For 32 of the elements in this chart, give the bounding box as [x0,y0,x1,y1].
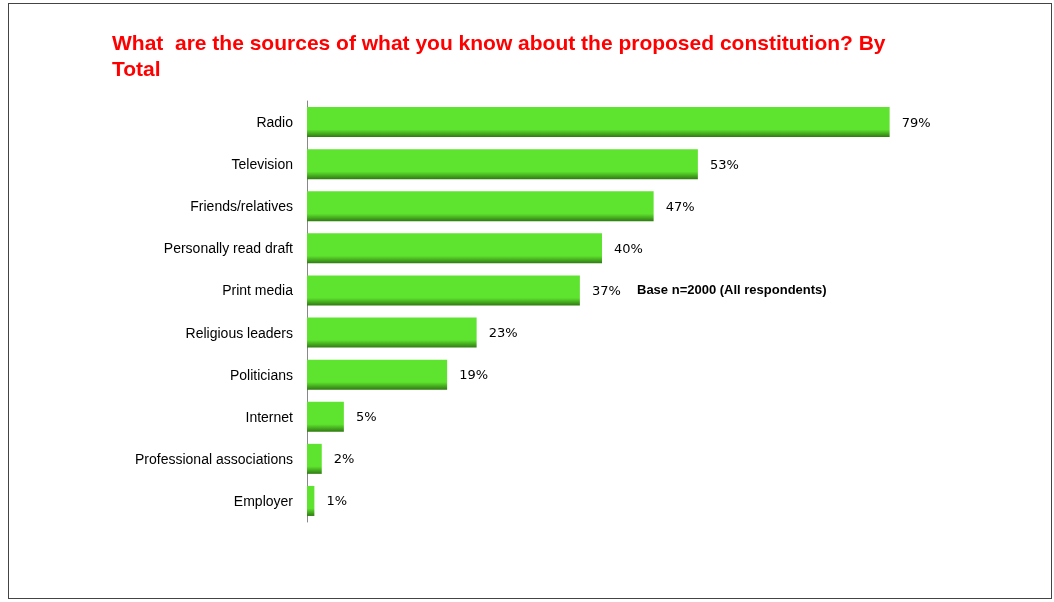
y-tick-label: Friends/relatives [190,198,293,215]
bar [307,359,448,390]
data-label: 53% [709,156,739,172]
y-tick-label: Print media [222,282,294,299]
data-label: 79% [901,114,931,130]
y-tick-label: Internet [245,408,294,425]
bar [307,191,654,222]
bar [307,149,698,180]
y-tick-label: Politicians [229,366,293,383]
bar [307,233,602,264]
data-label: 23% [488,325,518,341]
y-tick-label: Employer [233,492,294,509]
bar [307,401,344,432]
data-label: 5% [355,409,377,425]
bar [307,443,322,474]
data-label: 37% [591,282,621,298]
data-label: 2% [333,451,355,467]
data-label: 19% [459,367,489,383]
data-label: 47% [665,198,695,214]
data-label: 1% [326,493,347,509]
bar [307,107,890,138]
annotation: Base n=2000 (All respondents) [637,282,827,297]
y-tick-label: Religious leaders [185,324,293,341]
y-tick-label: Radio [256,114,294,131]
bar [307,275,580,306]
y-tick-label: Professional associations [135,450,293,467]
data-label: 40% [614,240,643,256]
bar [307,485,315,516]
y-tick-label: Television [231,156,293,173]
bar [307,317,477,348]
chart-title: What are the sources of what you know about the proposed constitution? By Total [112,30,892,80]
y-tick-label: Personally read draft [163,240,294,257]
